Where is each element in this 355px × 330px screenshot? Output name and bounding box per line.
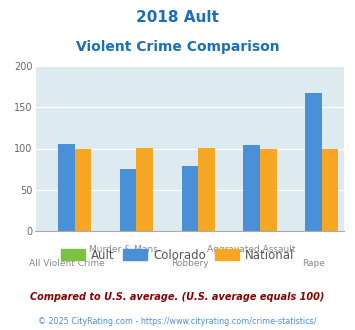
Bar xyxy=(136,148,153,231)
Bar xyxy=(244,145,260,231)
Text: Aggravated Assault: Aggravated Assault xyxy=(207,245,296,254)
Bar xyxy=(305,93,322,231)
Bar xyxy=(120,169,136,231)
Text: Violent Crime Comparison: Violent Crime Comparison xyxy=(76,40,279,53)
Bar xyxy=(198,148,215,231)
Bar xyxy=(260,148,277,231)
Legend: Ault, Colorado, National: Ault, Colorado, National xyxy=(56,244,299,266)
Text: Murder & Mans...: Murder & Mans... xyxy=(89,245,167,254)
Bar xyxy=(58,145,75,231)
Bar xyxy=(322,148,338,231)
Text: 2018 Ault: 2018 Ault xyxy=(136,10,219,25)
Bar xyxy=(75,148,91,231)
Bar xyxy=(182,166,198,231)
Text: Robbery: Robbery xyxy=(171,259,209,268)
Text: © 2025 CityRating.com - https://www.cityrating.com/crime-statistics/: © 2025 CityRating.com - https://www.city… xyxy=(38,317,317,326)
Text: Rape: Rape xyxy=(302,259,325,268)
Text: Compared to U.S. average. (U.S. average equals 100): Compared to U.S. average. (U.S. average … xyxy=(30,292,325,302)
Text: All Violent Crime: All Violent Crime xyxy=(28,259,104,268)
